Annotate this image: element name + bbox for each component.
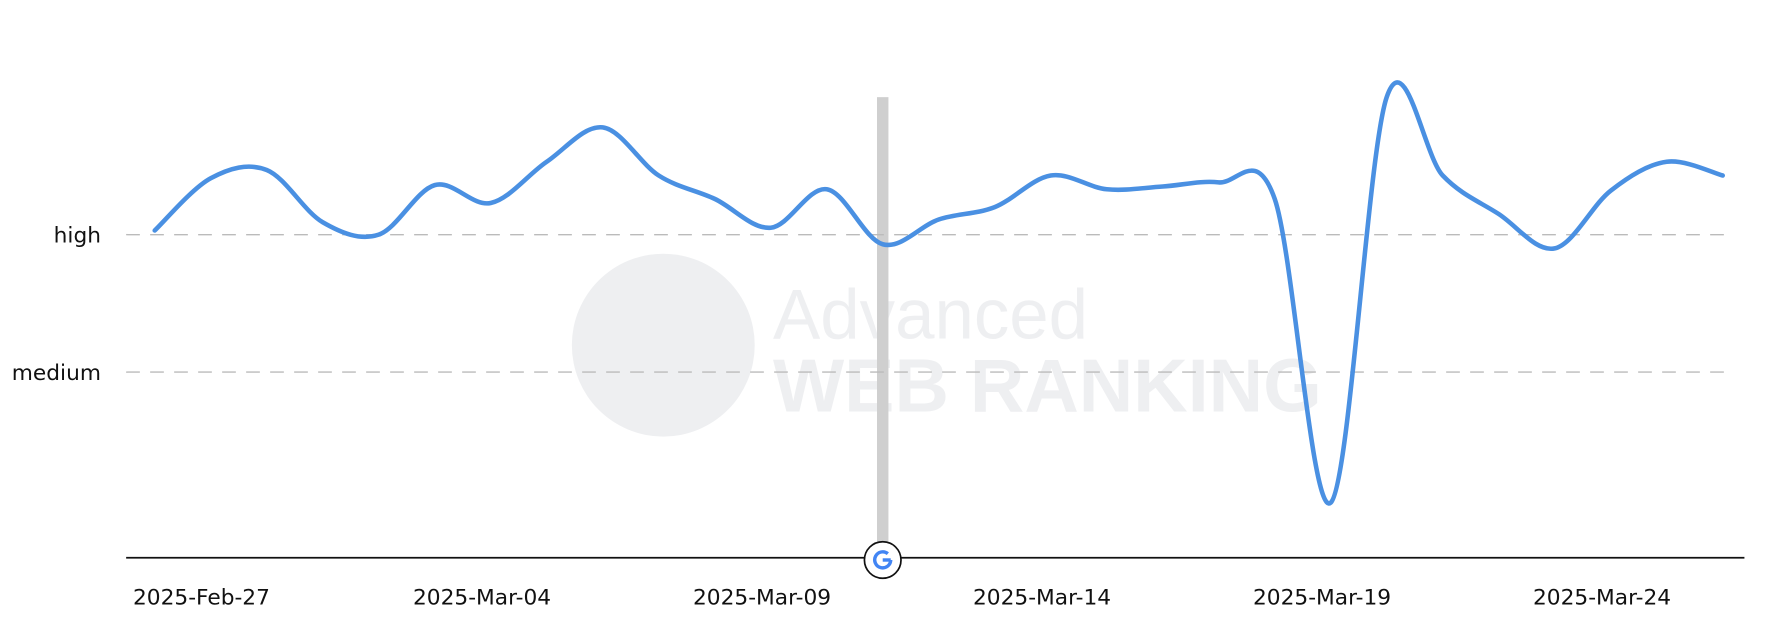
x-tick-label: 2025-Mar-19 bbox=[1253, 586, 1391, 611]
watermark: Advanced WEB RANKING bbox=[571, 253, 1322, 437]
series-line bbox=[152, 80, 1725, 506]
y-tick-label: medium bbox=[12, 361, 101, 386]
watermark-text: WEB RANKING bbox=[773, 343, 1322, 427]
watermark-text: Advanced bbox=[773, 275, 1088, 354]
y-tick-label: high bbox=[54, 224, 101, 249]
x-tick-label: 2025-Mar-24 bbox=[1533, 586, 1671, 611]
update-icon-g bbox=[873, 550, 893, 570]
update-band bbox=[877, 97, 889, 558]
x-tick-label: 2025-Mar-09 bbox=[693, 586, 831, 611]
x-tick-label: 2025-Feb-27 bbox=[133, 586, 270, 611]
x-tick-label: 2025-Mar-04 bbox=[413, 586, 551, 611]
update-icon bbox=[863, 540, 902, 580]
x-tick-label: 2025-Mar-14 bbox=[973, 586, 1111, 611]
watermark-globe bbox=[571, 253, 755, 437]
